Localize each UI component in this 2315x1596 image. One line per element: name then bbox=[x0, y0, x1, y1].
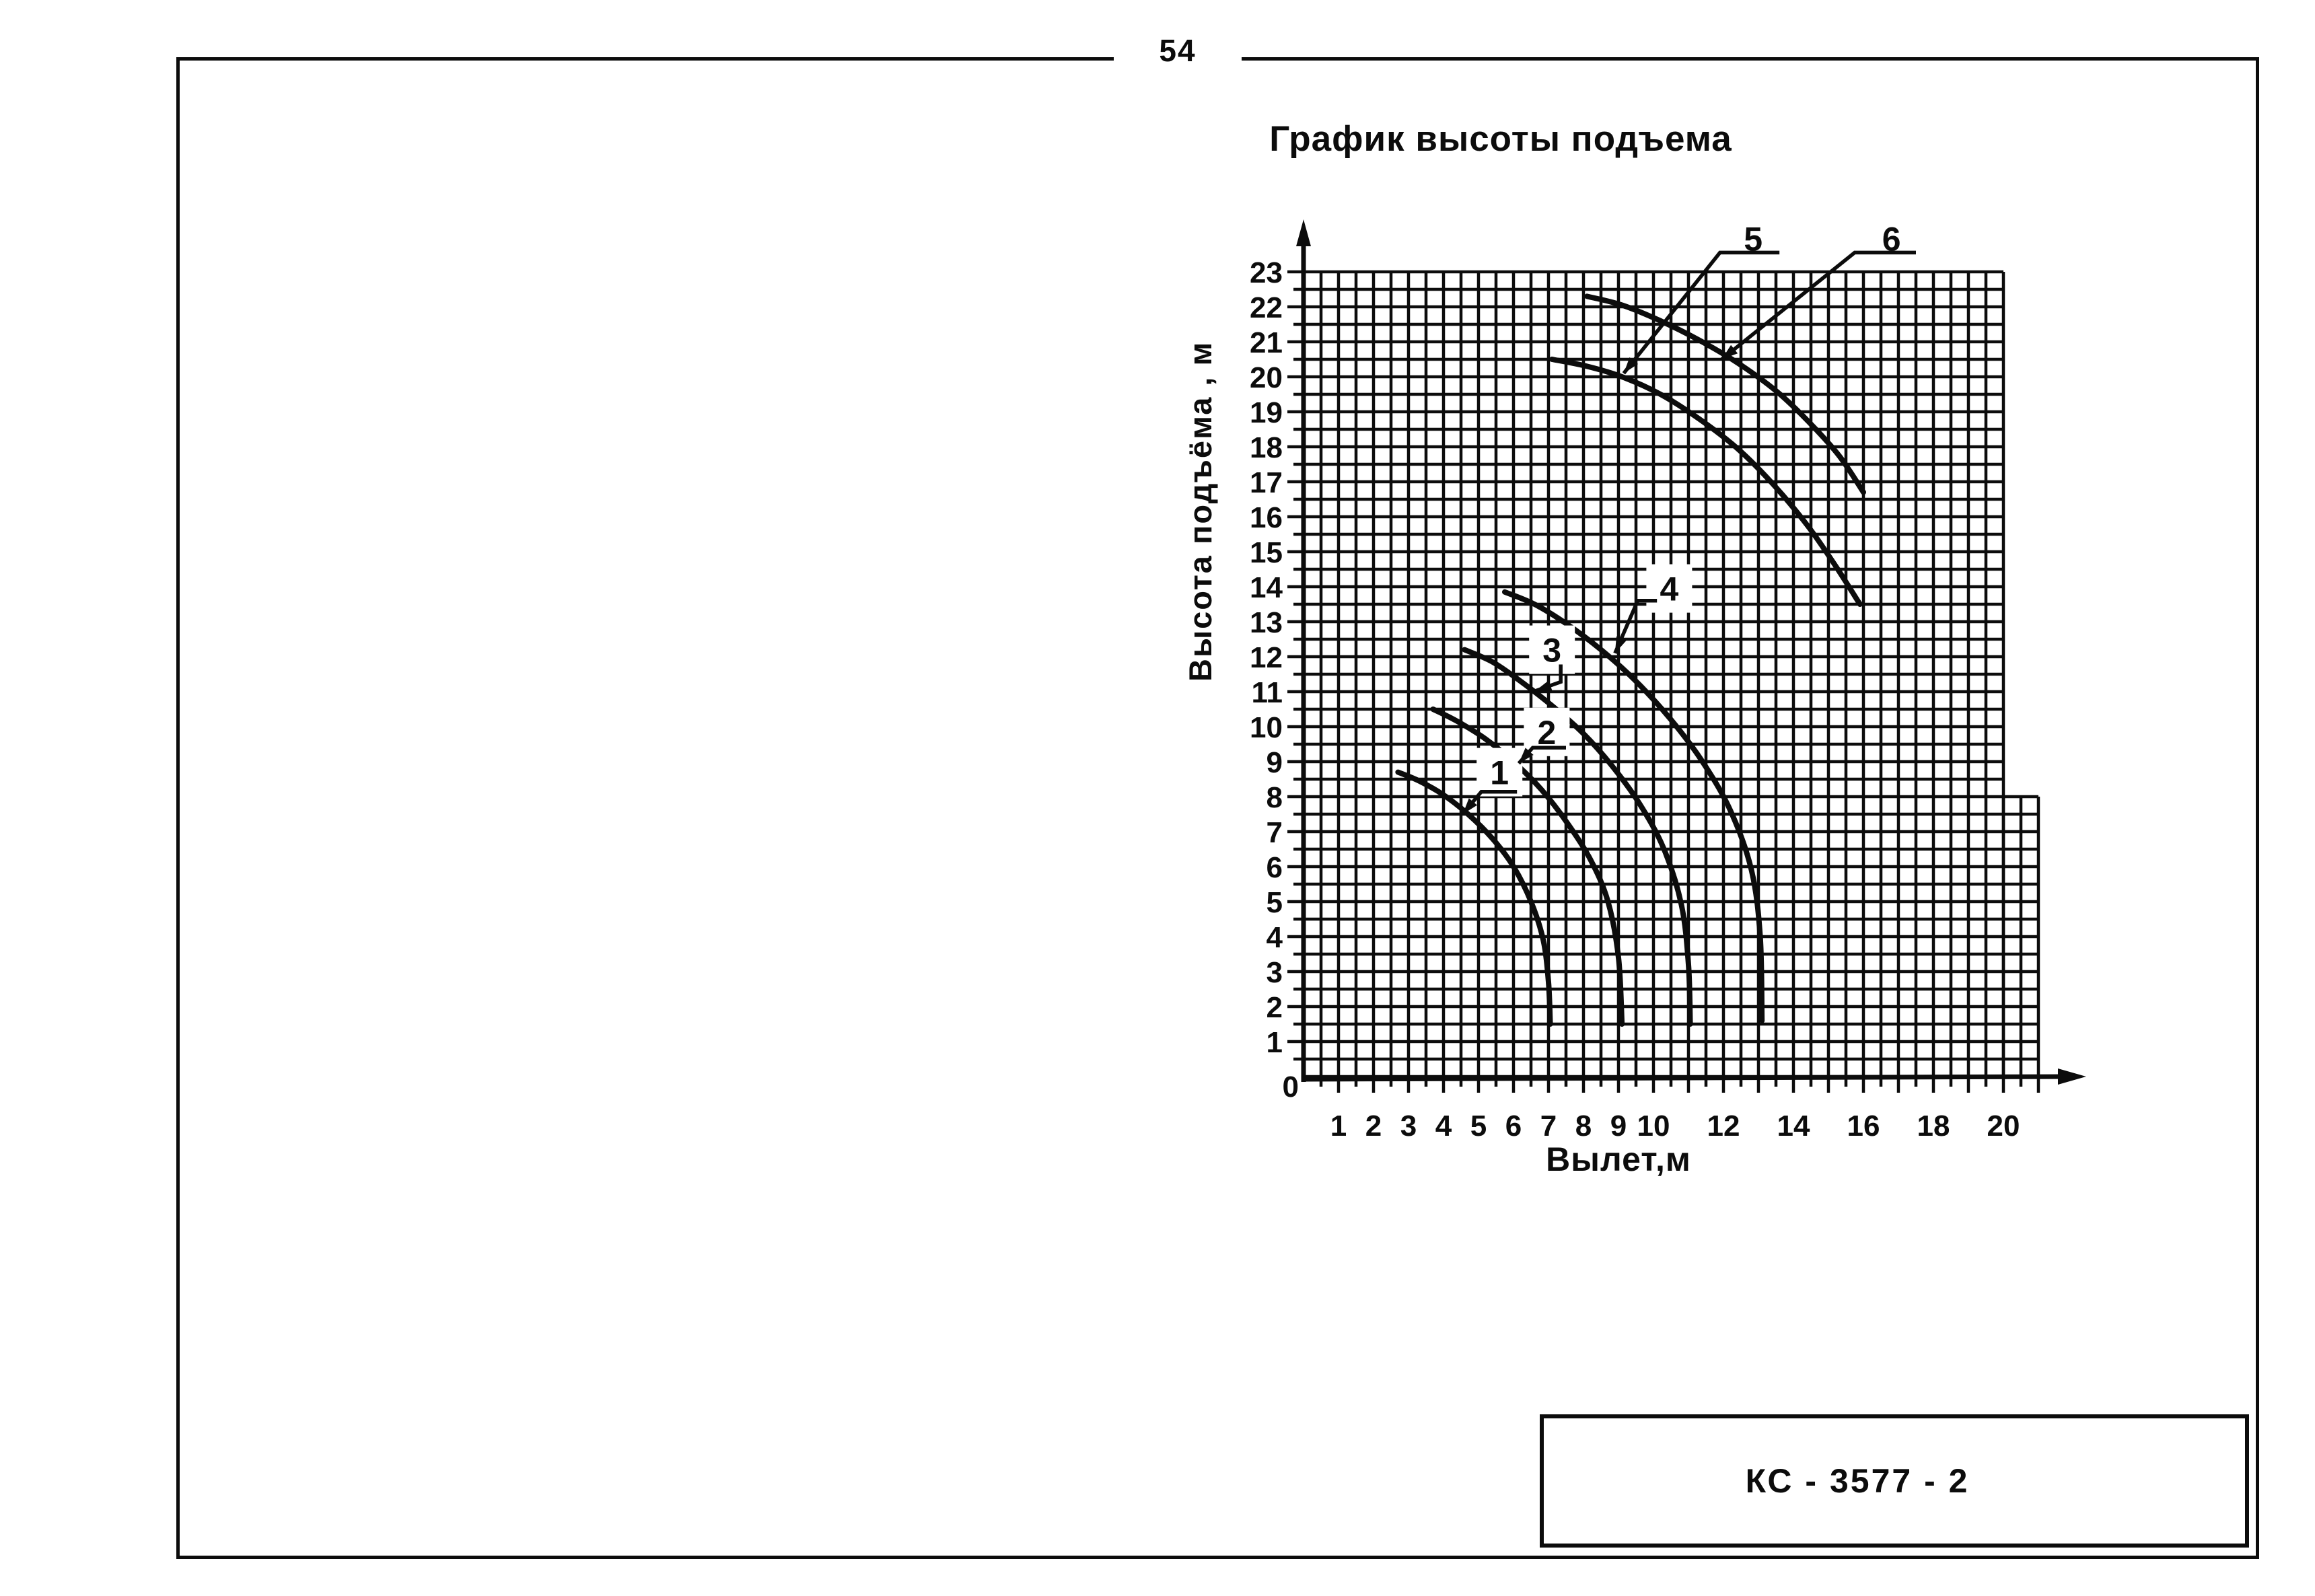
x-tick-label: 12 bbox=[1707, 1110, 1740, 1142]
curve-number-6: 6 bbox=[1882, 221, 1901, 258]
leader-arrow-icon bbox=[1462, 798, 1478, 814]
leader-arrow-icon bbox=[1518, 748, 1534, 764]
curve-label-group-1: 1 bbox=[1461, 748, 1523, 815]
y-axis-arrow-icon bbox=[1296, 219, 1311, 246]
y-tick-label: 5 bbox=[1267, 886, 1283, 919]
y-tick-label: 8 bbox=[1267, 781, 1283, 814]
leader-line-4 bbox=[1613, 599, 1658, 654]
curve-labels: 12 3 4 5 6 bbox=[1461, 221, 1916, 815]
y-tick-label: 13 bbox=[1250, 606, 1283, 639]
x-tick-label: 16 bbox=[1847, 1110, 1880, 1142]
y-tick-label: 4 bbox=[1267, 921, 1283, 954]
y-tick-label: 16 bbox=[1250, 501, 1283, 534]
x-axis-line bbox=[1303, 1074, 2065, 1082]
y-tick-label: 23 bbox=[1250, 256, 1283, 289]
curve-label-group-3: 3 bbox=[1529, 625, 1575, 693]
x-axis-title: Вылет,м bbox=[1546, 1140, 1691, 1178]
page-number: 54 bbox=[1159, 33, 1197, 68]
y-tick-label: 22 bbox=[1250, 291, 1283, 324]
tick-labels: 1 2 3 4 5 6 7 8 9 10 12 14 16 18 200123456789101112131… bbox=[1250, 256, 2020, 1142]
x-tick-label: 1 bbox=[1330, 1110, 1347, 1142]
x-axis-arrow-icon bbox=[2058, 1068, 2086, 1085]
curve-5 bbox=[1549, 357, 1863, 607]
title-block-stamp: КС - 3577 - 2 bbox=[1540, 1414, 2249, 1548]
y-tick-label: 10 bbox=[1250, 711, 1283, 744]
curve-label-group-5: 5 bbox=[1622, 221, 1780, 375]
curve-6 bbox=[1584, 293, 1866, 495]
x-tick-label: 20 bbox=[1987, 1110, 2020, 1142]
curve-4 bbox=[1502, 589, 1765, 1023]
curve-label-group-6: 6 bbox=[1720, 221, 1916, 361]
x-tick-label: 7 bbox=[1540, 1110, 1557, 1142]
x-tick-label: 8 bbox=[1575, 1110, 1592, 1142]
leader-line-5 bbox=[1622, 250, 1780, 375]
x-tick-label: 10 bbox=[1637, 1110, 1670, 1142]
grid bbox=[1302, 270, 2040, 1079]
curve-number-2: 2 bbox=[1537, 714, 1556, 752]
y-tick-label: 1 bbox=[1267, 1026, 1283, 1059]
y-tick-label: 0 bbox=[1283, 1071, 1299, 1103]
x-tick-label: 5 bbox=[1470, 1110, 1487, 1142]
chart-title: График высоты подъема bbox=[1269, 119, 1732, 159]
label-backing bbox=[1646, 564, 1693, 613]
x-tick-label: 14 bbox=[1777, 1110, 1810, 1142]
curve-number-5: 5 bbox=[1744, 221, 1762, 258]
y-tick-label: 6 bbox=[1267, 851, 1283, 884]
y-tick-label: 20 bbox=[1250, 361, 1283, 394]
curve-number-4: 4 bbox=[1660, 571, 1678, 608]
x-tick-label: 18 bbox=[1917, 1110, 1950, 1142]
curve-label-group-4: 4 bbox=[1613, 564, 1693, 654]
label-backing bbox=[1529, 625, 1575, 674]
y-tick-label: 14 bbox=[1250, 571, 1283, 604]
x-tick-label: 2 bbox=[1365, 1110, 1382, 1142]
y-tick-label: 21 bbox=[1250, 326, 1283, 359]
x-tick-label: 6 bbox=[1505, 1110, 1522, 1142]
leader-arrow-icon bbox=[1623, 357, 1639, 373]
curve-1 bbox=[1395, 769, 1553, 1027]
y-tick-label: 17 bbox=[1250, 466, 1283, 499]
curves bbox=[1395, 293, 1866, 1027]
x-tick-label: 4 bbox=[1435, 1110, 1452, 1142]
x-tick-label: 9 bbox=[1610, 1110, 1627, 1142]
leader-arrow-icon bbox=[1535, 680, 1553, 691]
y-tick-label: 3 bbox=[1267, 956, 1283, 989]
y-tick-label: 9 bbox=[1267, 746, 1283, 779]
axis-ticks bbox=[1287, 270, 2040, 1093]
y-tick-label: 2 bbox=[1267, 991, 1283, 1024]
y-tick-label: 11 bbox=[1251, 676, 1283, 709]
page-number-backing bbox=[1114, 40, 1242, 71]
leader-line-6 bbox=[1720, 250, 1916, 361]
curve-2 bbox=[1430, 706, 1625, 1027]
curve-label-group-2: 2 bbox=[1517, 707, 1570, 765]
curve-3 bbox=[1462, 647, 1693, 1027]
crane-model-label: КС - 3577 - 2 bbox=[1745, 1462, 1970, 1500]
y-tick-label: 15 bbox=[1250, 536, 1283, 569]
x-tick-label: 3 bbox=[1400, 1110, 1417, 1142]
curve-number-1: 1 bbox=[1490, 754, 1509, 792]
y-tick-label: 18 bbox=[1250, 431, 1283, 464]
y-tick-label: 7 bbox=[1267, 816, 1283, 849]
y-tick-label: 12 bbox=[1250, 641, 1283, 674]
y-tick-label: 19 bbox=[1250, 396, 1283, 429]
curve-number-3: 3 bbox=[1542, 632, 1561, 669]
label-backing bbox=[1476, 748, 1523, 797]
leader-arrow-icon bbox=[1721, 344, 1738, 359]
leader-arrow-icon bbox=[1614, 636, 1627, 653]
